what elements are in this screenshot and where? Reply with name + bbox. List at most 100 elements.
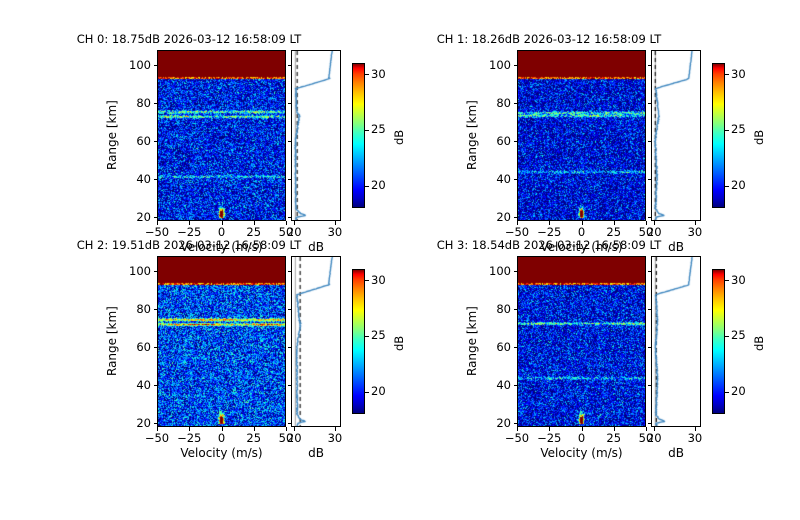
- profile-ytick: [287, 271, 291, 272]
- xtick: [646, 221, 647, 225]
- spectrogram-canvas-ch0: [158, 51, 285, 220]
- ytick: [153, 179, 157, 180]
- ytick: [513, 141, 517, 142]
- ytick-label: 80: [496, 95, 511, 110]
- ytick: [153, 65, 157, 66]
- profile-ytick: [287, 309, 291, 310]
- panel-title-ch3: CH 3: 18.54dB 2026-03-12 16:58:09 LT: [436, 238, 662, 252]
- profile-xtick-label: 20: [286, 225, 302, 239]
- profile-xtick-label: 30: [327, 225, 343, 239]
- xtick-label: 50: [278, 431, 294, 445]
- profile-xtick: [654, 427, 655, 431]
- xtick: [517, 427, 518, 431]
- colorbar-tick-label: 20: [731, 384, 746, 399]
- profile-ytick: [287, 103, 291, 104]
- profile-xtick: [695, 221, 696, 225]
- profile-ytick: [647, 179, 651, 180]
- ytick: [153, 309, 157, 310]
- colorbar-tick-label: 20: [371, 178, 386, 193]
- colorbar-tick: [725, 392, 729, 393]
- xtick-label: 25: [606, 225, 622, 239]
- ytick: [153, 347, 157, 348]
- colorbar-tick: [365, 392, 369, 393]
- profile-ytick: [287, 179, 291, 180]
- ytick-label: 80: [496, 301, 511, 316]
- ytick-label: 60: [496, 133, 511, 148]
- spectrogram-ch3: [517, 256, 646, 427]
- profile-ytick: [287, 385, 291, 386]
- colorbar-tick: [365, 74, 369, 75]
- xtick: [157, 427, 158, 431]
- profile-ytick: [647, 385, 651, 386]
- xtick-label: 50: [638, 225, 654, 239]
- xtick-label: 0: [217, 225, 226, 239]
- profile-xtick: [294, 221, 295, 225]
- xtick: [614, 221, 615, 225]
- profile-xtick: [654, 221, 655, 225]
- profile-xtick: [294, 427, 295, 431]
- ytick-label: 40: [496, 377, 511, 392]
- profile-plot-ch2: [291, 256, 341, 427]
- profile-canvas-ch1: [652, 51, 700, 220]
- profile-ytick: [287, 217, 291, 218]
- xtick: [189, 221, 190, 225]
- ytick-label: 100: [129, 263, 151, 278]
- profile-ytick: [287, 347, 291, 348]
- ytick-label: 100: [489, 57, 511, 72]
- profile-xtick: [335, 427, 336, 431]
- profile-xtick-label: 20: [286, 431, 302, 445]
- colorbar-label: dB: [752, 335, 766, 351]
- xtick-label: −50: [144, 431, 170, 445]
- xtick: [549, 427, 550, 431]
- colorbar-tick-label: 20: [731, 178, 746, 193]
- db-axis-label: dB: [668, 446, 684, 460]
- profile-ytick: [647, 309, 651, 310]
- colorbar-ch3: [712, 269, 725, 414]
- colorbar-label: dB: [392, 129, 406, 145]
- profile-xtick-label: 20: [646, 431, 662, 445]
- ytick: [513, 385, 517, 386]
- colorbar-tick: [365, 186, 369, 187]
- xtick-label: 50: [278, 225, 294, 239]
- xtick: [517, 221, 518, 225]
- ytick: [513, 217, 517, 218]
- ytick: [153, 103, 157, 104]
- panel-title-ch1: CH 1: 18.26dB 2026-03-12 16:58:09 LT: [436, 32, 662, 46]
- ytick: [513, 103, 517, 104]
- xtick: [582, 427, 583, 431]
- db-axis-label: dB: [668, 240, 684, 254]
- xtick: [646, 427, 647, 431]
- profile-plot-ch0: [291, 50, 341, 221]
- colorbar-ch0: [352, 63, 365, 208]
- profile-plot-ch3: [651, 256, 701, 427]
- xtick: [286, 221, 287, 225]
- colorbar-tick: [365, 280, 369, 281]
- xtick: [254, 221, 255, 225]
- panel-title-ch2: CH 2: 19.51dB 2026-03-12 16:58:09 LT: [76, 238, 302, 252]
- colorbar-label: dB: [392, 335, 406, 351]
- xtick: [254, 427, 255, 431]
- colorbar-tick-label: 30: [731, 272, 746, 287]
- panel-title-ch0: CH 0: 18.75dB 2026-03-12 16:58:09 LT: [76, 32, 302, 46]
- profile-ytick: [647, 423, 651, 424]
- profile-xtick-label: 30: [687, 225, 703, 239]
- xtick: [222, 221, 223, 225]
- profile-ytick: [287, 141, 291, 142]
- xtick-label: 0: [577, 225, 586, 239]
- profile-ytick: [287, 65, 291, 66]
- colorbar-label: dB: [752, 129, 766, 145]
- xtick-label: 25: [246, 225, 262, 239]
- ytick: [513, 271, 517, 272]
- colorbar-tick: [365, 130, 369, 131]
- xtick: [222, 427, 223, 431]
- ytick-label: 100: [129, 57, 151, 72]
- profile-xtick: [335, 221, 336, 225]
- colorbar-tick-label: 25: [371, 122, 386, 137]
- ytick-label: 20: [136, 415, 151, 430]
- profile-xtick-label: 30: [687, 431, 703, 445]
- ytick-label: 80: [136, 95, 151, 110]
- xtick: [157, 221, 158, 225]
- profile-ytick: [647, 65, 651, 66]
- range-axis-label: Range [km]: [465, 99, 479, 170]
- range-axis-label: Range [km]: [105, 305, 119, 376]
